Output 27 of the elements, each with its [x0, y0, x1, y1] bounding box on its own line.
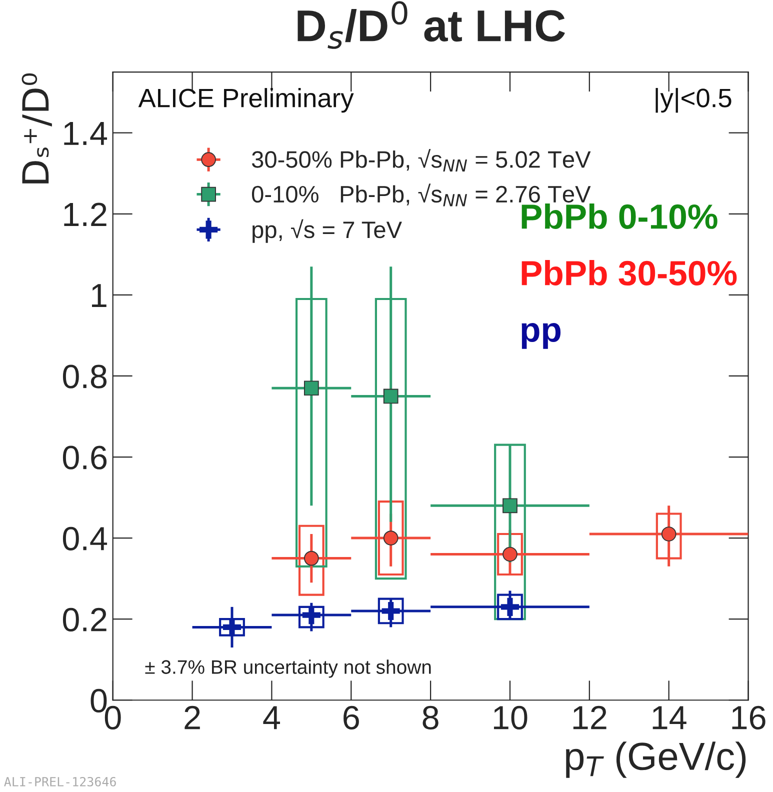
y-tick-label: 1	[92, 284, 106, 308]
x-tick-label: 6	[344, 706, 359, 730]
y-tick-label: 0	[90, 688, 107, 713]
chart-title: D$_{s}$/D$^{0}$ at LHC	[298, 1, 565, 49]
y-tick-label: 1.4	[64, 122, 108, 145]
x-tick-label: 10	[494, 706, 528, 730]
annotation: ± 3.7% BR uncertainty not shown	[145, 660, 431, 678]
y-tick-label: 0.2	[62, 608, 106, 632]
y-tick-label: 1.2	[64, 202, 106, 226]
annotation: ALICE Preliminary	[138, 88, 354, 113]
y-axis-title: Dₛ⁺/D⁰	[22, 73, 52, 184]
legend-label: pp, √s = 7 TeV	[252, 219, 402, 243]
text: ALI-PREL-123646	[4, 776, 116, 786]
y-tick-label: 0.6	[62, 446, 107, 470]
x-tick-label: 2	[184, 706, 200, 730]
x-tick-label: 12	[573, 706, 606, 730]
x-tick-label: 16	[732, 706, 766, 730]
y-tick-label: 0.4	[62, 526, 108, 550]
x-axis-title: p$_{T}$ (GeV/c)	[566, 742, 746, 778]
y-tick-label: 0.8	[62, 364, 107, 388]
annotation: pp	[522, 322, 561, 349]
x-tick-label: 14	[652, 706, 686, 730]
x-tick-label: 8	[422, 706, 438, 730]
annotation: |y|<0.5	[656, 88, 732, 113]
annotation: PbPb 30-50%	[522, 260, 737, 286]
x-tick-label: 4	[263, 706, 280, 730]
legend-label: 30-50% Pb-Pb, √s$_{NN}$ = 5.02 TeV	[252, 148, 591, 172]
